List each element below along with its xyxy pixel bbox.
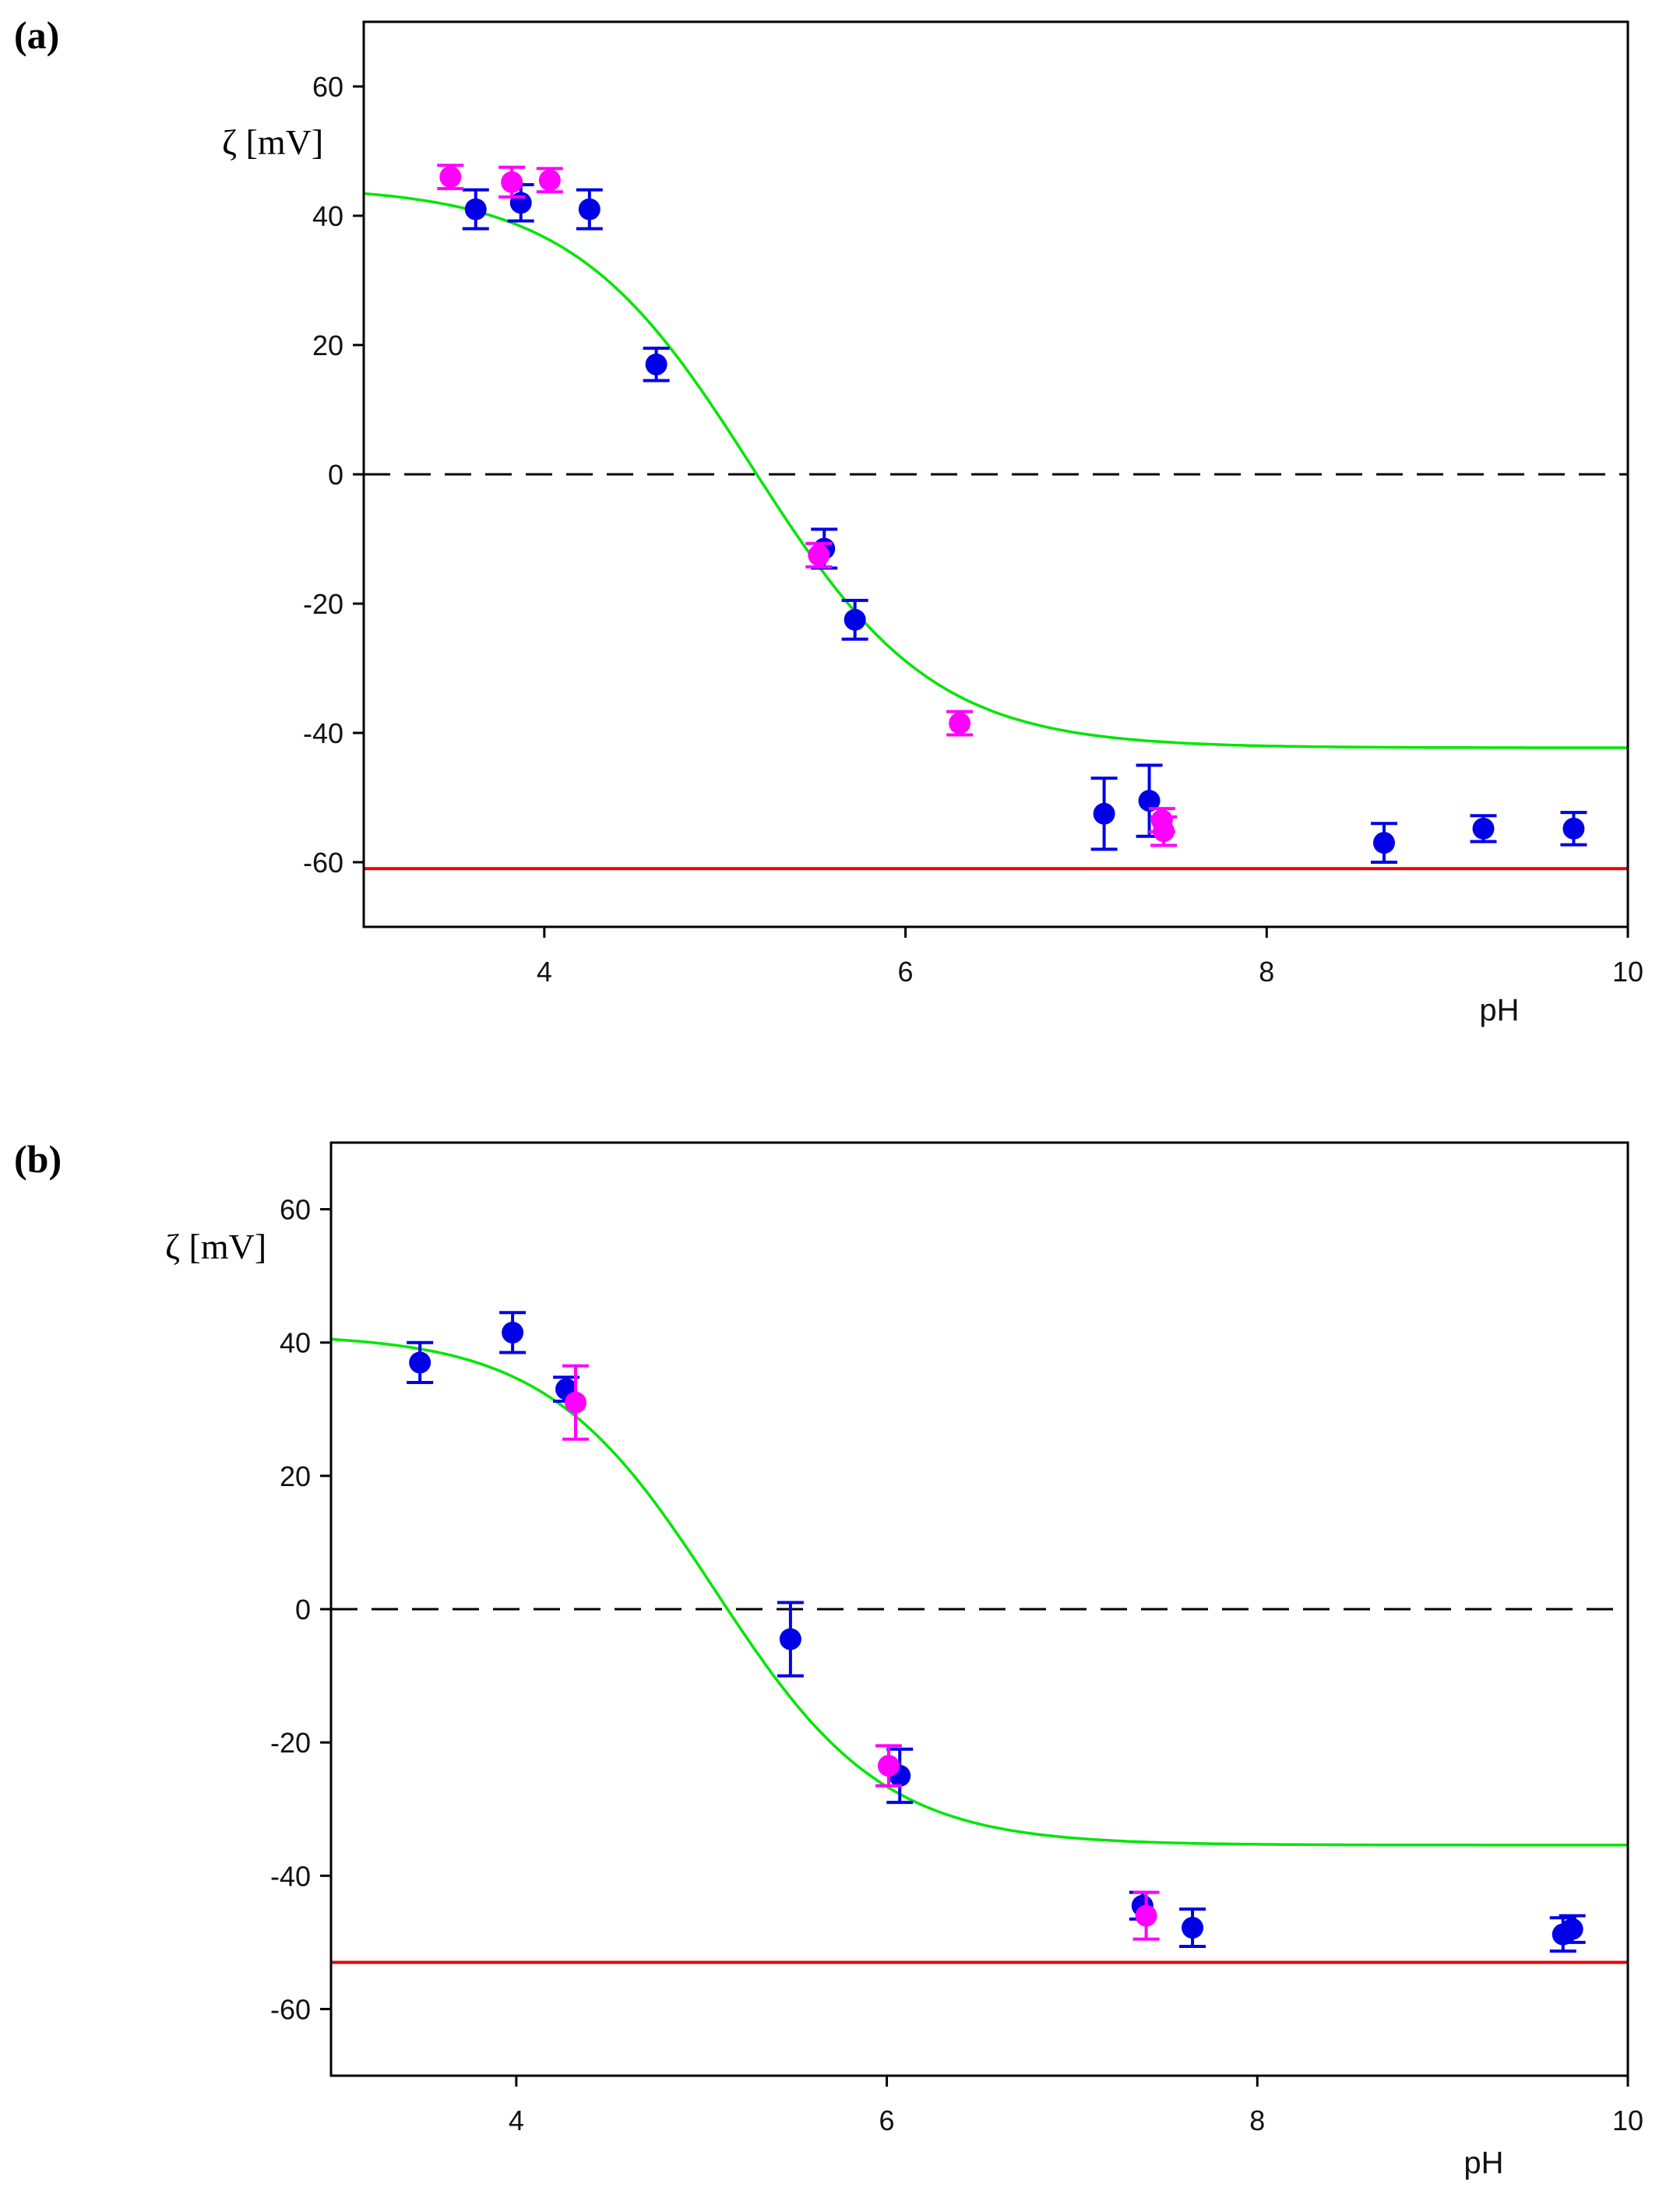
data-point	[464, 198, 487, 220]
data-point	[779, 1628, 801, 1650]
y-tick-label: -20	[303, 588, 343, 620]
y-tick-label: 20	[280, 1460, 311, 1492]
x-tick-label: 8	[1249, 2105, 1265, 2136]
data-point	[1372, 832, 1395, 854]
panel-b: (b) 60 40 20 0 -20 -40 -60 4 6 8 10 ζ [mV] pH	[14, 1137, 1643, 2180]
series-magenta	[437, 164, 1178, 847]
fit-curve	[363, 192, 1628, 749]
x-tick-label: 10	[1612, 956, 1643, 988]
x-axis-label: pH	[1464, 2146, 1503, 2180]
y-tick-label: -40	[270, 1860, 311, 1892]
data-point	[844, 608, 866, 631]
panel-label: (b)	[14, 1137, 62, 1181]
y-tick-label: 40	[312, 200, 343, 232]
y-tick-label: 60	[312, 71, 343, 103]
y-tick-label: 40	[280, 1327, 311, 1359]
data-point	[538, 169, 561, 192]
x-tick-label: 6	[879, 2105, 895, 2136]
data-point	[1153, 820, 1175, 843]
panel-a: (a) 60 40 20 0 -20 -40 -60 4 6 8 10 ζ [mV] pH	[14, 13, 1643, 1027]
x-tick-label: 4	[537, 956, 552, 988]
data-point	[808, 544, 830, 566]
data-point	[564, 1391, 586, 1414]
data-point	[1182, 1917, 1204, 1939]
x-tick-label: 10	[1612, 2105, 1643, 2136]
data-point	[502, 1321, 524, 1344]
x-tick-label: 8	[1259, 956, 1274, 988]
x-tick-label: 4	[509, 2105, 524, 2136]
x-axis-label: pH	[1479, 993, 1519, 1027]
data-point	[501, 171, 523, 193]
y-tick-label: -40	[303, 717, 343, 749]
data-point	[949, 712, 971, 734]
data-point	[1135, 1904, 1157, 1927]
y-tick-label: -60	[303, 847, 343, 879]
data-point	[1561, 1918, 1583, 1940]
data-point	[1472, 817, 1495, 840]
y-tick-label: 0	[295, 1594, 311, 1626]
data-point	[578, 198, 601, 220]
y-tick-label: 0	[328, 459, 343, 491]
y-tick-label: 20	[312, 329, 343, 361]
data-point	[1562, 817, 1585, 840]
y-tick-label: -60	[270, 1993, 311, 2025]
panel-label: (a)	[14, 13, 59, 57]
y-tick-label: 60	[280, 1194, 311, 1226]
data-point	[409, 1351, 431, 1374]
data-point	[1093, 802, 1115, 825]
x-tick-label: 6	[898, 956, 914, 988]
data-point	[439, 166, 462, 188]
series-magenta	[562, 1364, 1160, 1941]
fit-curve	[330, 1337, 1628, 1847]
y-axis-label: ζ [mV]	[222, 122, 323, 162]
y-tick-label: -20	[270, 1727, 311, 1759]
y-axis-label: ζ [mV]	[165, 1227, 266, 1266]
data-point	[1138, 790, 1161, 812]
data-point	[877, 1755, 900, 1777]
data-point	[645, 353, 667, 375]
